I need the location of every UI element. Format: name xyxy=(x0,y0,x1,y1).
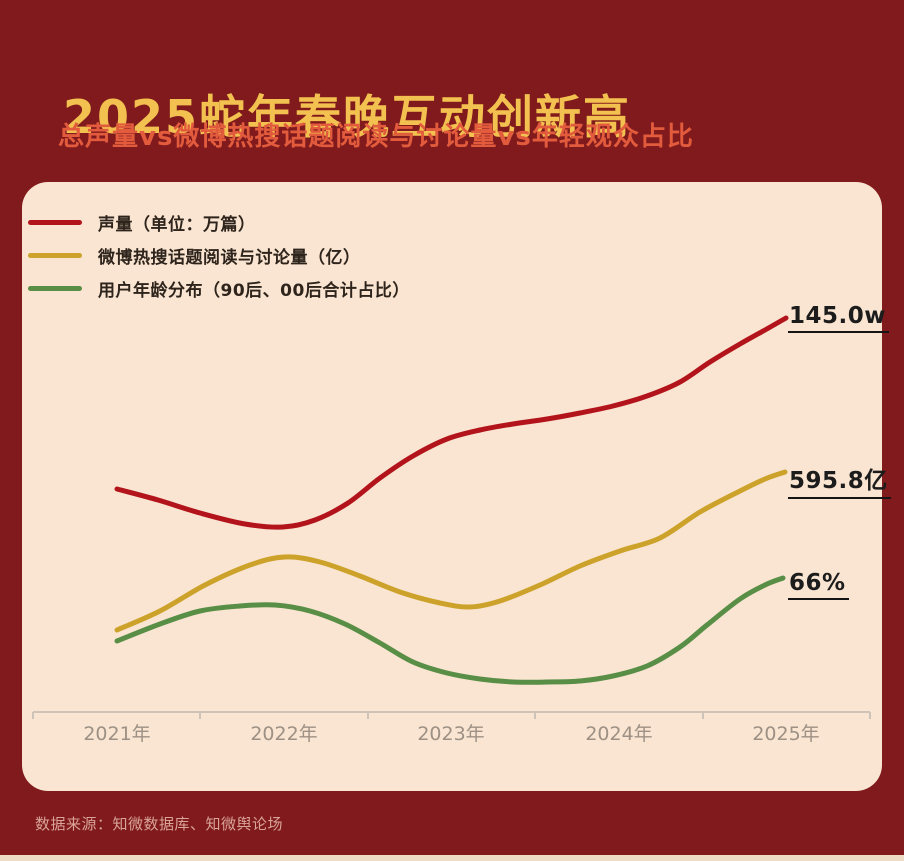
page-title: 2025蛇年春晚互动创新高 xyxy=(63,89,632,144)
chart-panel: 声量（单位：万篇） 微博热搜话题阅读与讨论量（亿） 用户年龄分布（90后、00后… xyxy=(22,182,891,791)
line-chart xyxy=(32,315,871,719)
series-line-weibo xyxy=(114,469,788,633)
series-line-voice xyxy=(114,315,789,530)
legend-swatch-age-line-icon xyxy=(28,286,82,291)
legend-swatch-weibo-line-icon xyxy=(28,253,82,258)
value-label-voice: 145.0w xyxy=(788,303,889,333)
legend-label-age: 用户年龄分布（90后、00后合计占比） xyxy=(98,281,410,301)
value-label-weibo: 595.8亿 xyxy=(788,461,891,499)
legend-item-age: 用户年龄分布（90后、00后合计占比） xyxy=(28,272,410,305)
chart-legend: 声量（单位：万篇） 微博热搜话题阅读与讨论量（亿） 用户年龄分布（90后、00后… xyxy=(28,206,410,305)
legend-label-voice: 声量（单位：万篇） xyxy=(98,215,256,235)
legend-item-voice: 声量（单位：万篇） xyxy=(28,206,410,239)
legend-label-weibo: 微博热搜话题阅读与讨论量（亿） xyxy=(98,248,361,268)
data-source: 数据来源：知微数据库、知微舆论场 xyxy=(35,815,284,833)
value-label-age: 66% xyxy=(788,570,849,600)
bottom-strip xyxy=(0,855,904,861)
legend-item-weibo: 微博热搜话题阅读与讨论量（亿） xyxy=(28,239,410,272)
series-line-age xyxy=(114,575,786,685)
legend-swatch-voice-line-icon xyxy=(28,220,82,225)
page-subtitle: 总声量vs微博热搜话题阅读与讨论量vs年轻观众占比 xyxy=(58,122,694,152)
